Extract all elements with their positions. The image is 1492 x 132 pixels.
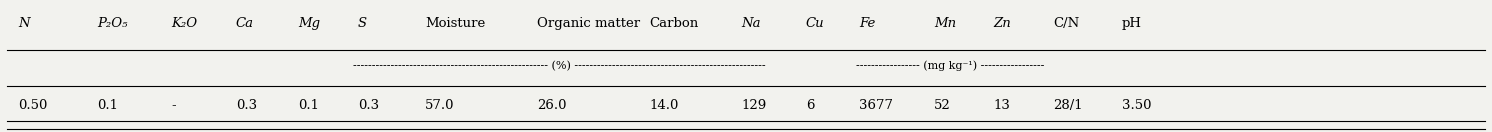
Text: 129: 129 [742, 99, 767, 112]
Text: Carbon: Carbon [649, 17, 698, 30]
Text: Organic matter: Organic matter [537, 17, 640, 30]
Text: Ca: Ca [236, 17, 254, 30]
Text: Cu: Cu [806, 17, 824, 30]
Text: Moisture: Moisture [425, 17, 485, 30]
Text: N: N [18, 17, 30, 30]
Text: K₂O: K₂O [172, 17, 198, 30]
Text: 52: 52 [934, 99, 950, 112]
Text: Na: Na [742, 17, 761, 30]
Text: 6: 6 [806, 99, 815, 112]
Text: 0.1: 0.1 [298, 99, 319, 112]
Text: 0.50: 0.50 [18, 99, 48, 112]
Text: -: - [172, 99, 176, 112]
Text: P₂O₅: P₂O₅ [97, 17, 127, 30]
Text: 0.1: 0.1 [97, 99, 118, 112]
Text: 0.3: 0.3 [358, 99, 379, 112]
Text: 3.50: 3.50 [1122, 99, 1152, 112]
Text: Mn: Mn [934, 17, 956, 30]
Text: pH: pH [1122, 17, 1141, 30]
Text: 14.0: 14.0 [649, 99, 679, 112]
Text: 28/1: 28/1 [1053, 99, 1083, 112]
Text: 3677: 3677 [859, 99, 894, 112]
Text: 57.0: 57.0 [425, 99, 455, 112]
Text: ---------------------------------------------------- (%) -----------------------: ----------------------------------------… [354, 61, 765, 71]
Text: Fe: Fe [859, 17, 876, 30]
Text: 0.3: 0.3 [236, 99, 257, 112]
Text: S: S [358, 17, 367, 30]
Text: Zn: Zn [994, 17, 1012, 30]
Text: Mg: Mg [298, 17, 321, 30]
Text: C/N: C/N [1053, 17, 1080, 30]
Text: 13: 13 [994, 99, 1010, 112]
Text: 26.0: 26.0 [537, 99, 567, 112]
Text: ----------------- (mg kg⁻¹) -----------------: ----------------- (mg kg⁻¹) ------------… [856, 61, 1044, 71]
